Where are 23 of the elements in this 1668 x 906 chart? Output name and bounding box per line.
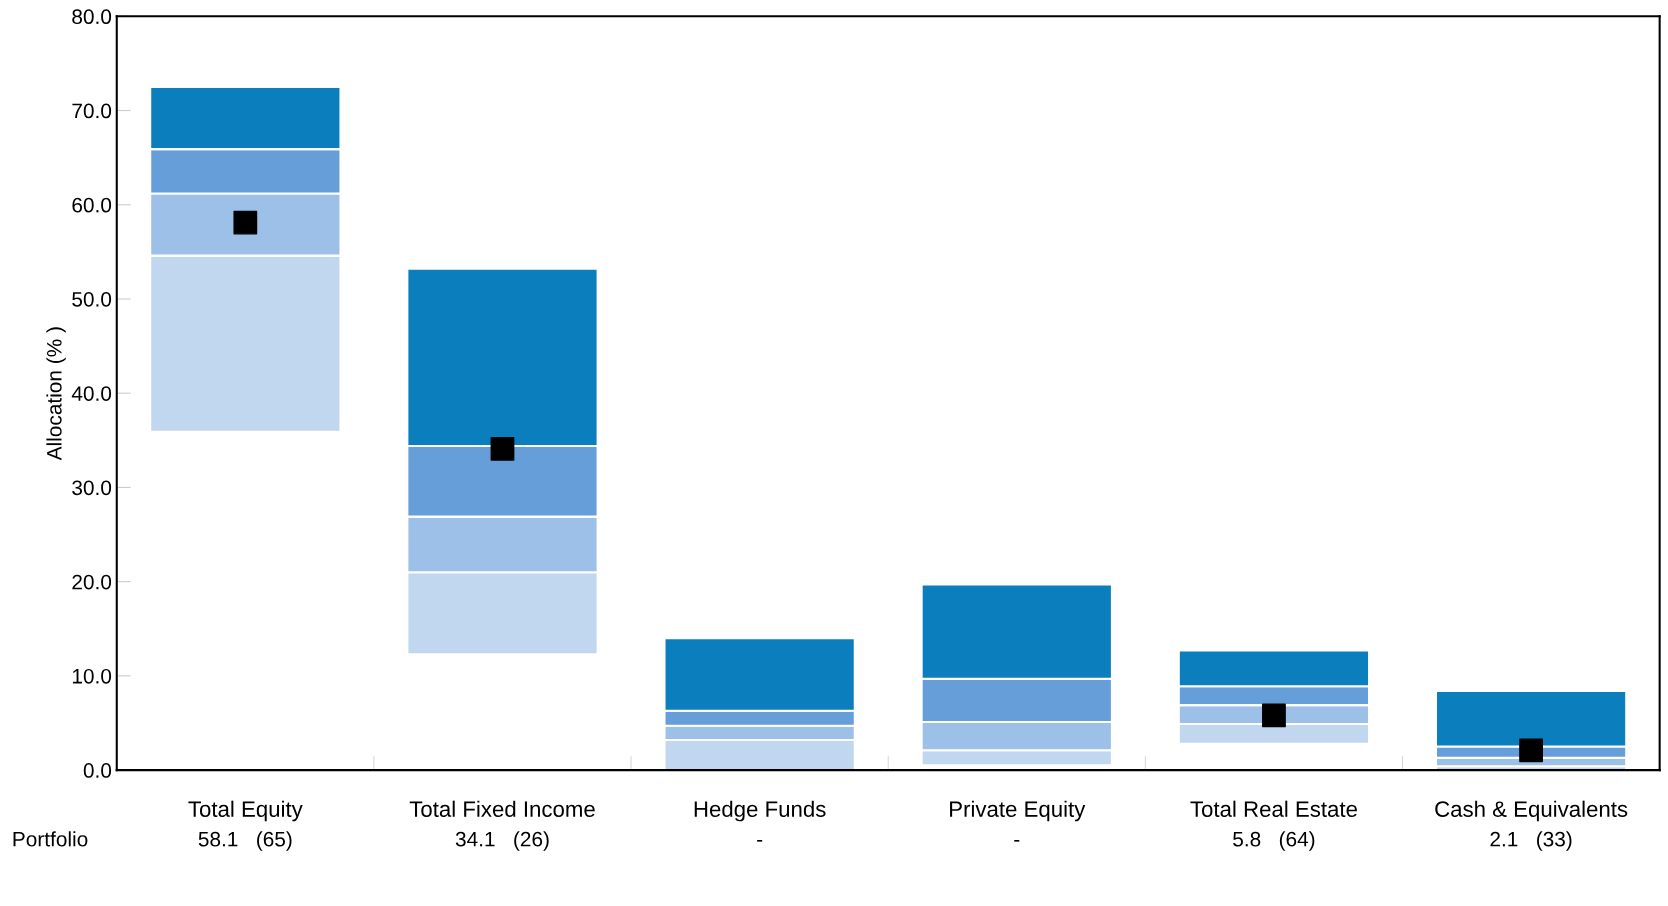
y-tick-label: 10.0 xyxy=(72,668,112,684)
y-tick-label: 70.0 xyxy=(72,103,112,119)
data-label: 5.8 (64) xyxy=(1233,831,1315,851)
data-label: 34.1 (26) xyxy=(455,831,549,851)
x-tick-label: Total Real Estate xyxy=(1190,800,1357,817)
y-tick-label: 40.0 xyxy=(71,386,112,401)
y-tick-label: 60.0 xyxy=(72,197,112,213)
data-label: 2.1 (33) xyxy=(1490,831,1572,851)
y-tick-label: 30.0 xyxy=(72,480,112,496)
x-tick-label: Total Equity xyxy=(188,800,303,822)
x-tick-label: Hedge Funds xyxy=(694,800,826,822)
y-tick-label: 50.0 xyxy=(72,291,112,307)
text: - xyxy=(1014,840,1020,842)
x-tick-label: Total Fixed Income xyxy=(409,800,595,817)
y-tick-label: 80.0 xyxy=(72,9,112,25)
text: Portfolio xyxy=(13,831,88,847)
data-label: 58.1 (65) xyxy=(198,831,292,851)
text: - xyxy=(757,840,763,842)
y-tick-label: 20.0 xyxy=(72,574,112,590)
x-tick-label: Private Equity xyxy=(950,800,1086,822)
y-axis-title: Allocation (% ) xyxy=(46,327,66,461)
x-tick-label: Cash & Equivalents xyxy=(1435,800,1628,822)
y-tick-label: 0.0 xyxy=(83,763,112,778)
